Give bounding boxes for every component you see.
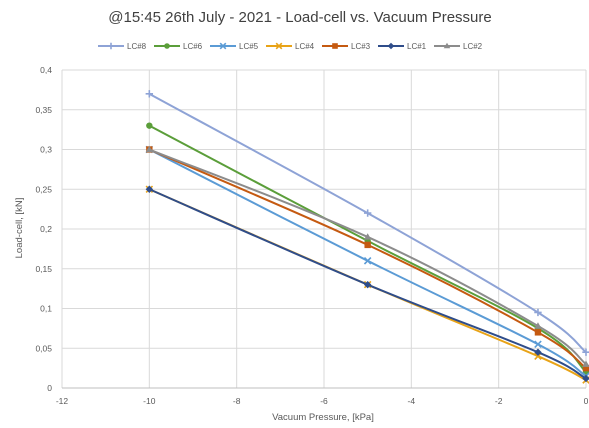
series-point [164, 43, 170, 49]
series-point [275, 42, 283, 50]
series-point [364, 241, 371, 249]
series-point [363, 280, 372, 289]
x-tick-label: -6 [320, 396, 328, 406]
series-line [148, 148, 587, 369]
series-point [107, 42, 115, 50]
x-tick-label: 0 [584, 396, 589, 406]
series-point [443, 42, 451, 49]
y-tick-label: 0,35 [35, 105, 52, 115]
series-point [582, 348, 589, 356]
legend-entry: LC#2 [463, 42, 483, 51]
series-point [582, 360, 589, 367]
series-point [534, 348, 542, 356]
series-point [582, 364, 589, 372]
series-line [148, 188, 587, 380]
y-axis-label: Load-cell, [kN] [14, 198, 25, 259]
legend: LC#8 LC#6 LC#5 LC#4 LC#3 LC#1 LC#2 [98, 42, 483, 51]
series-point [534, 308, 542, 317]
series-point [534, 329, 542, 336]
series-point [534, 340, 542, 349]
legend-entry: LC#3 [351, 42, 371, 51]
series-point [219, 42, 227, 50]
legend-entry: LC#6 [183, 42, 203, 51]
y-tick-label: 0,1 [40, 304, 52, 314]
series-point [146, 122, 153, 129]
series-point [363, 209, 372, 217]
series-point [332, 43, 338, 49]
x-tick-label: -2 [495, 396, 503, 406]
series-line [148, 124, 587, 373]
series-point [387, 42, 395, 50]
series-point [363, 257, 372, 265]
x-tick-label: -4 [408, 396, 416, 406]
series-group [145, 90, 589, 384]
series-point [145, 145, 154, 153]
y-tick-label: 0,15 [35, 264, 52, 274]
y-tick-label: 0,4 [40, 65, 52, 75]
series-point [145, 185, 154, 193]
x-tick-label: -8 [233, 396, 241, 406]
x-tick-label: -10 [143, 396, 156, 406]
y-tick-label: 0,25 [35, 184, 52, 194]
chart-title: @15:45 26th July - 2021 - Load-cell vs. … [108, 9, 491, 26]
series-point [145, 90, 154, 98]
y-tick-label: 0 [47, 383, 52, 393]
x-tick-label: -12 [56, 396, 69, 406]
legend-entry: LC#4 [295, 42, 315, 51]
x-axis-ticks: -12 -10 -8 -6 -4 -2 0 [56, 396, 589, 406]
y-tick-label: 0,2 [40, 224, 52, 234]
y-tick-label: 0,05 [35, 343, 52, 353]
legend-entry: LC#8 [127, 42, 147, 51]
series-line [148, 148, 587, 377]
series-line [148, 148, 587, 365]
y-tick-label: 0,3 [40, 145, 52, 155]
legend-entry: LC#5 [239, 42, 259, 51]
y-axis-ticks: 0 0,05 0,1 0,15 0,2 0,25 0,3 0,35 0,4 [35, 65, 52, 393]
x-axis-label: Vacuum Pressure, [kPa] [272, 412, 374, 423]
series-point [582, 374, 589, 383]
series-point [363, 233, 372, 240]
series-point [534, 322, 542, 329]
series-line [148, 92, 587, 353]
legend-entry: LC#1 [407, 42, 427, 51]
